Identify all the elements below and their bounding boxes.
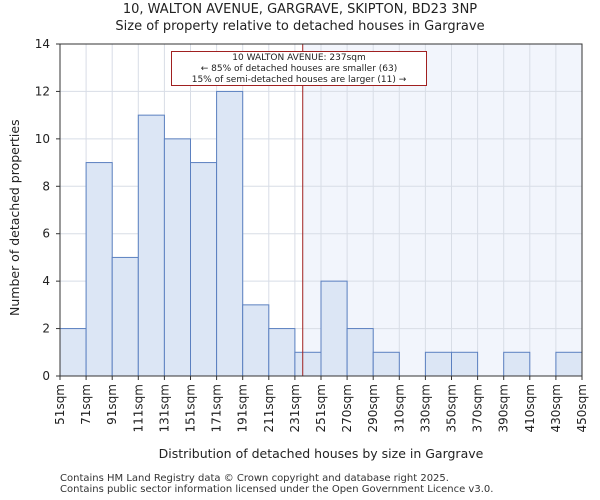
annotation-line-3: 15% of semi-detached houses are larger (… [191, 75, 407, 85]
x-tick-label: 51sqm [53, 384, 67, 425]
histogram-bar [372, 351, 400, 377]
y-tick-label: 0 [42, 369, 50, 383]
histogram-bar [59, 328, 87, 377]
x-tick-label: 290sqm [366, 384, 380, 432]
x-axis-label: Distribution of detached houses by size … [158, 446, 484, 461]
histogram-bar [451, 351, 479, 377]
x-tick-label: 211sqm [262, 384, 276, 432]
y-tick-label: 12 [35, 84, 50, 98]
histogram-bar [503, 351, 531, 377]
y-tick-label: 10 [35, 132, 50, 146]
histogram-bar [163, 138, 191, 377]
highlight-region [302, 44, 582, 376]
x-tick-label: 330sqm [418, 384, 432, 432]
histogram-bar [137, 114, 165, 377]
x-tick-label: 71sqm [79, 384, 93, 425]
marker-annotation: 10 WALTON AVENUE: 237sqm ← 85% of detach… [171, 51, 427, 86]
x-tick-label: 131sqm [157, 384, 171, 432]
x-tick-label: 310sqm [392, 384, 406, 432]
x-tick-label: 191sqm [236, 384, 250, 432]
x-tick-label: 430sqm [549, 384, 563, 432]
footer-line-1: Contains HM Land Registry data © Crown c… [60, 473, 449, 484]
histogram-bar [424, 351, 452, 377]
histogram-bar [346, 328, 374, 377]
y-tick-label: 2 [42, 322, 50, 336]
histogram-bar [294, 351, 322, 377]
x-tick-label: 410sqm [523, 384, 537, 432]
histogram-bar [190, 162, 218, 377]
x-tick-label: 231sqm [288, 384, 302, 432]
x-tick-label: 270sqm [340, 384, 354, 432]
y-tick-label: 4 [42, 274, 50, 288]
histogram-bar [268, 328, 296, 377]
x-tick-label: 350sqm [445, 384, 459, 432]
histogram-bar [555, 351, 583, 377]
histogram-bar [85, 162, 113, 377]
y-axis-label: Number of detached properties [7, 119, 22, 316]
x-tick-label: 151sqm [184, 384, 198, 432]
chart-title: 10, WALTON AVENUE, GARGRAVE, SKIPTON, BD… [122, 2, 478, 17]
y-tick-label: 8 [42, 179, 50, 193]
y-tick-label: 6 [42, 227, 50, 241]
x-tick-label: 91sqm [105, 384, 119, 425]
footer-line-2: Contains public sector information licen… [60, 484, 494, 495]
x-tick-label: 251sqm [314, 384, 328, 432]
x-tick-label: 370sqm [471, 384, 485, 432]
histogram-bar [320, 280, 348, 377]
annotation-line-1: 10 WALTON AVENUE: 237sqm [232, 53, 366, 63]
histogram-bar [216, 90, 244, 377]
x-tick-label: 450sqm [575, 384, 589, 432]
chart-subtitle: Size of property relative to detached ho… [115, 19, 485, 34]
x-tick-label: 111sqm [131, 384, 145, 432]
y-tick-label: 14 [35, 37, 50, 51]
x-tick-label: 171sqm [210, 384, 224, 432]
histogram-bar [242, 304, 270, 377]
annotation-line-2: ← 85% of detached houses are smaller (63… [200, 64, 398, 74]
x-tick-label: 390sqm [497, 384, 511, 432]
histogram-bar [111, 256, 139, 377]
